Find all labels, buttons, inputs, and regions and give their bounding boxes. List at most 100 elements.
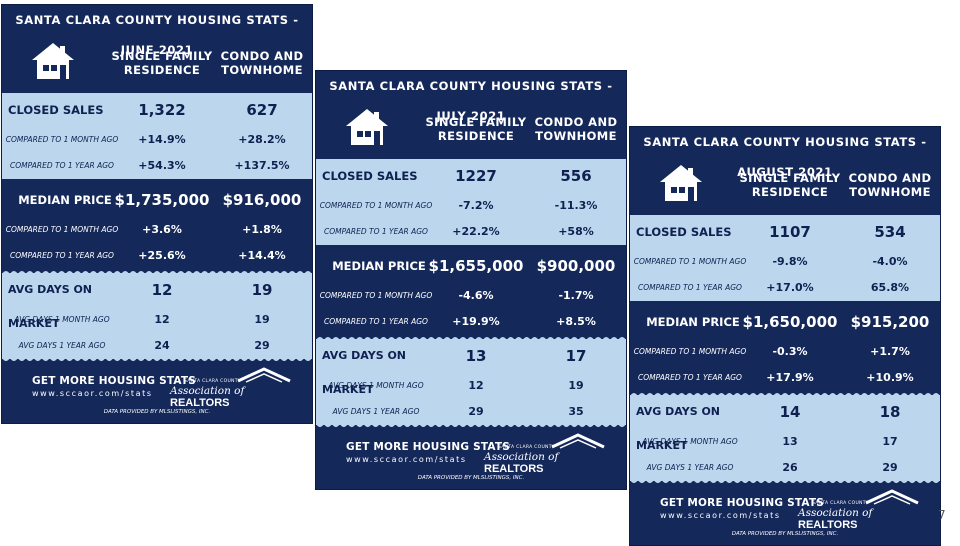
header-condo: CONDO AND TOWNHOME [220, 49, 304, 77]
header-single-family-line2: RESIDENCE [437, 129, 515, 143]
sfr-value: -7.2% [458, 199, 494, 212]
logo-association-of: Association of [170, 385, 245, 397]
sfr-value: 12 [151, 281, 173, 299]
get-more-stats-text: GET MORE HOUSING STATS [32, 375, 197, 387]
condo-value: $900,000 [536, 257, 616, 275]
sfr-value: +54.3% [138, 159, 186, 172]
house-icon [660, 165, 702, 201]
median-price-1-year-row: COMPARED TO 1 YEAR AGO +19.9% +8.5% [316, 309, 626, 335]
header-single-family-line2: RESIDENCE [123, 63, 201, 77]
condo-value: +58% [558, 225, 594, 238]
sfr-value: 14 [779, 403, 801, 421]
get-more-stats-text: GET MORE HOUSING STATS [346, 441, 511, 453]
wave-divider-top [630, 393, 940, 396]
stats-url-link[interactable]: www.sccaor.com/stats [660, 511, 781, 520]
days-1-month-row: AVG DAYS 1 MONTH AGO 12 19 [316, 373, 626, 399]
row-label: COMPARED TO 1 YEAR AGO [638, 283, 742, 292]
header-condo-line2: TOWNHOME [535, 129, 617, 143]
stats-url-link[interactable]: www.sccaor.com/stats [346, 455, 467, 464]
row-label: AVG DAYS 1 YEAR AGO [646, 463, 734, 472]
sfr-value: +17.0% [766, 281, 814, 294]
wave-divider-top [316, 337, 626, 340]
row-label: AVG DAYS 1 MONTH AGO [642, 437, 738, 446]
condo-value: +10.9% [866, 371, 914, 384]
condo-value: 17 [565, 347, 587, 365]
sfr-value: -9.8% [772, 255, 808, 268]
data-source-text: DATA PROVIDED BY MLSLISTINGS, INC. [417, 475, 525, 481]
wave-divider-bottom [630, 480, 940, 483]
sfr-value: +17.9% [766, 371, 814, 384]
sfr-value: $1,655,000 [428, 257, 524, 275]
logo-realtors: REALTORS [484, 463, 544, 475]
card-footer: GET MORE HOUSING STATS www.sccaor.com/st… [316, 425, 626, 489]
row-label: AVG DAYS 1 MONTH AGO [328, 381, 424, 390]
median-price-row: MEDIAN PRICE $1,650,000 $915,200 [630, 305, 940, 339]
row-label: COMPARED TO 1 YEAR AGO [324, 317, 428, 326]
logo-realtors: REALTORS [798, 519, 858, 531]
closed-sales-1-year-row: COMPARED TO 1 YEAR AGO +54.3% +137.5% [2, 153, 312, 179]
roof-icon [551, 433, 605, 449]
logo-realtors: REALTORS [170, 397, 230, 409]
condo-value: 556 [560, 167, 592, 185]
header-single-family-line1: SINGLE FAMILY [739, 171, 841, 185]
row-label: COMPARED TO 1 MONTH AGO [633, 257, 747, 266]
sfr-value: 12 [154, 313, 170, 326]
condo-value: $915,200 [850, 313, 930, 331]
days-on-market-row: AVG DAYS ON MARKET 14 18 [630, 395, 940, 452]
closed-sales-section: CLOSED SALES 1107 534 COMPARED TO 1 MONT… [630, 215, 940, 301]
condo-value: 35 [568, 405, 584, 418]
card-footer: GET MORE HOUSING STATS www.sccaor.com/st… [630, 481, 940, 545]
condo-value: +28.2% [238, 133, 286, 146]
row-label: AVG DAYS ON MARKET [322, 349, 407, 396]
condo-value: -1.7% [558, 289, 594, 302]
sfr-value: +19.9% [452, 315, 500, 328]
sfr-value: 1227 [455, 167, 497, 185]
condo-value: 627 [246, 101, 278, 119]
association-logo: SANTA CLARA COUNTY Association of REALTO… [484, 433, 614, 475]
card-title: SANTA CLARA COUNTY HOUSING STATS - JUNE … [15, 13, 299, 57]
condo-value: +8.5% [556, 315, 596, 328]
logo-association-of: Association of [484, 451, 559, 463]
header-single-family-line1: SINGLE FAMILY [111, 49, 213, 63]
days-on-market-row: AVG DAYS ON MARKET 12 19 [2, 273, 312, 330]
sfr-value: 1107 [769, 223, 811, 241]
data-source-text: DATA PROVIDED BY MLSLISTINGS, INC. [731, 531, 839, 537]
days-1-month-row: AVG DAYS 1 MONTH AGO 13 17 [630, 429, 940, 455]
median-price-1-month-row: COMPARED TO 1 MONTH AGO -4.6% -1.7% [316, 283, 626, 309]
wave-divider-top [2, 271, 312, 274]
condo-value: 65.8% [870, 281, 910, 294]
condo-value: 19 [254, 313, 270, 326]
row-label: MEDIAN PRICE [332, 259, 426, 273]
association-logo: SANTA CLARA COUNTY Association of REALTO… [798, 489, 928, 531]
sfr-value: -4.6% [458, 289, 494, 302]
row-label: AVG DAYS 1 YEAR AGO [332, 407, 420, 416]
row-label: COMPARED TO 1 YEAR AGO [10, 161, 114, 170]
condo-value: -11.3% [554, 199, 598, 212]
row-label: COMPARED TO 1 YEAR AGO [10, 251, 114, 260]
days-on-market-section: AVG DAYS ON MARKET 12 19 AVG DAYS 1 MONT… [2, 271, 312, 361]
median-price-row: MEDIAN PRICE $1,655,000 $900,000 [316, 249, 626, 283]
row-label: MEDIAN PRICE [646, 315, 740, 329]
sfr-value: +3.6% [142, 223, 182, 236]
row-label: COMPARED TO 1 MONTH AGO [5, 225, 119, 234]
sfr-value: 29 [468, 405, 484, 418]
stats-url-link[interactable]: www.sccaor.com/stats [32, 389, 153, 398]
house-icon [346, 109, 388, 145]
sfr-value: 13 [465, 347, 487, 365]
closed-sales-row: CLOSED SALES 1,322 627 [2, 93, 312, 127]
sfr-value: -0.3% [772, 345, 808, 358]
logo-county-text: SANTA CLARA COUNTY [498, 445, 555, 450]
card-title: SANTA CLARA COUNTY HOUSING STATS - AUGUS… [643, 135, 927, 179]
median-price-1-month-row: COMPARED TO 1 MONTH AGO -0.3% +1.7% [630, 339, 940, 365]
condo-value: 19 [568, 379, 584, 392]
sfr-value: 24 [154, 339, 170, 352]
sfr-value: 13 [782, 435, 798, 448]
card-footer: GET MORE HOUSING STATS www.sccaor.com/st… [2, 359, 312, 423]
median-price-section: MEDIAN PRICE $1,655,000 $900,000 COMPARE… [316, 245, 626, 339]
closed-sales-row: CLOSED SALES 1107 534 [630, 215, 940, 249]
card-title: SANTA CLARA COUNTY HOUSING STATS - JULY … [329, 79, 613, 123]
roof-icon [237, 367, 291, 383]
sfr-value: +22.2% [452, 225, 500, 238]
logo-association-text: Association of REALTORS [484, 451, 614, 475]
condo-value: 29 [882, 461, 898, 474]
